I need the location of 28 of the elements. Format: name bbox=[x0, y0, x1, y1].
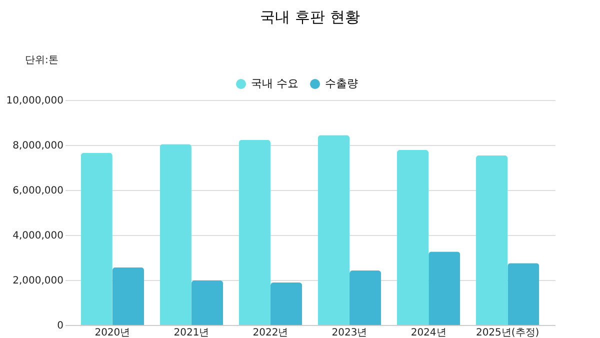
x-tick-label: 2021년 bbox=[174, 328, 210, 338]
bar bbox=[350, 270, 382, 325]
bar bbox=[508, 263, 540, 325]
bar bbox=[318, 135, 350, 325]
bar bbox=[428, 252, 460, 325]
legend-label: 수출량 bbox=[325, 77, 358, 90]
x-tick-label: 2024년 bbox=[410, 328, 446, 338]
legend-label: 국내 수요 bbox=[251, 77, 298, 90]
chart-title: 국내 후판 현황 bbox=[260, 8, 360, 26]
bar bbox=[238, 140, 270, 325]
bar bbox=[396, 150, 429, 325]
x-tick-label: 2025년(추정) bbox=[476, 328, 540, 338]
bar bbox=[191, 280, 224, 325]
bar bbox=[112, 267, 144, 325]
x-tick-label: 2020년 bbox=[94, 328, 130, 338]
bar bbox=[80, 152, 112, 325]
bar bbox=[160, 144, 192, 325]
bar bbox=[270, 282, 302, 325]
x-tick-label: 2022년 bbox=[252, 328, 288, 338]
y-tick-label: 10,000,000 bbox=[6, 96, 64, 106]
y-tick-label: 2,000,000 bbox=[12, 276, 64, 286]
y-tick-label: 4,000,000 bbox=[12, 230, 64, 242]
bar bbox=[476, 155, 508, 325]
y-tick-label: 0 bbox=[57, 320, 64, 332]
y-tick-label: 6,000,000 bbox=[12, 186, 64, 196]
y-tick-label: 8,000,000 bbox=[12, 140, 64, 152]
text: 단위:톤 bbox=[25, 55, 58, 66]
x-tick-label: 2023년 bbox=[332, 328, 368, 338]
